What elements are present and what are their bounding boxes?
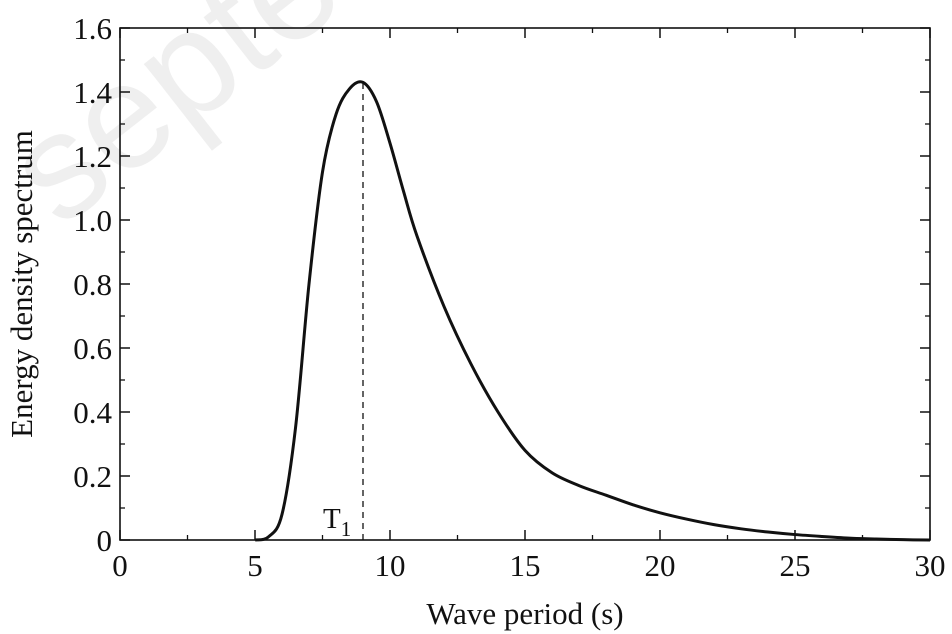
y-tick-label: 0.8 <box>73 267 112 302</box>
x-tick-labels: 0 5 10 15 20 25 30 <box>112 548 945 583</box>
y-tick-label: 0.6 <box>73 331 112 366</box>
x-axis-label: Wave period (s) <box>426 596 623 631</box>
peak-period-subscript: 1 <box>341 517 352 541</box>
peak-period-letter: T <box>323 503 341 535</box>
x-tick-label: 10 <box>375 548 406 583</box>
spectrum-curve <box>254 80 931 542</box>
x-tick-label: 15 <box>510 548 541 583</box>
y-tick-labels: 0 0.2 0.4 0.6 0.8 1.0 1.2 1.4 1.6 <box>73 11 112 558</box>
x-tick-label: 20 <box>645 548 676 583</box>
y-tick-label: 0.4 <box>73 395 112 430</box>
y-tick-label: 1.4 <box>73 75 112 110</box>
y-tick-label: 0 <box>97 523 113 558</box>
y-axis-label: Energy density spectrum <box>4 130 39 438</box>
x-tick-label: 25 <box>780 548 811 583</box>
ticks <box>119 27 931 541</box>
x-tick-label: 30 <box>915 548 946 583</box>
x-tick-label: 5 <box>247 548 263 583</box>
y-tick-label: 1.0 <box>73 203 112 238</box>
x-tick-label: 0 <box>112 548 128 583</box>
y-tick-label: 1.2 <box>73 139 112 174</box>
y-tick-label: 0.2 <box>73 459 112 494</box>
watermark: septe <box>0 0 369 255</box>
peak-period-label: T1 <box>323 503 351 541</box>
y-tick-label: 1.6 <box>73 11 112 46</box>
